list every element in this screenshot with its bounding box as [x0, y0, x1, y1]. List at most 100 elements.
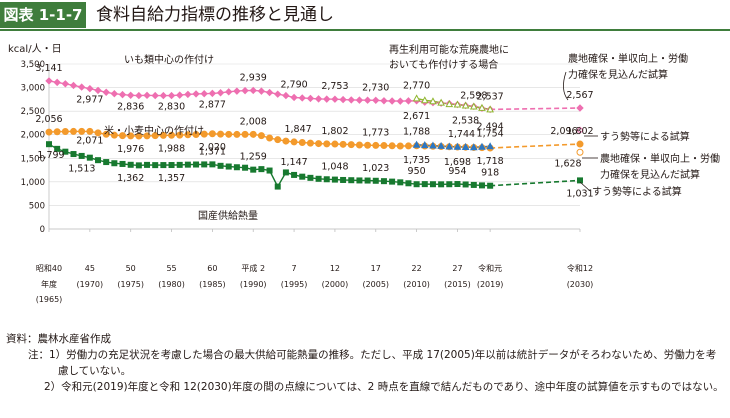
marker-circle [45, 128, 53, 136]
marker-square [397, 179, 404, 186]
data-label: 2,830 [158, 102, 185, 113]
data-label: 2,836 [117, 101, 144, 112]
x-tick-year: (1965) [36, 295, 63, 304]
anno-kouhai-2: おいても作付けする場合 [389, 58, 498, 71]
data-label: 2,598 [460, 91, 487, 102]
marker-square [168, 162, 175, 169]
marker-diamond [184, 90, 192, 99]
x-axis: 昭和40 年度 (1965) 45 (1970) 50 (1975) 55 (1980) 60 (1… [36, 228, 593, 304]
data-label: 2,020 [199, 142, 226, 153]
marker-circle [298, 138, 306, 146]
marker-circle [290, 138, 298, 146]
marker-diamond [282, 91, 290, 100]
note-2: 2）令和元(2019)年度と令和 12(2030)年度の間の点線については、2 … [44, 381, 724, 393]
y-tick-label: 0 [40, 225, 45, 235]
data-label: 2,877 [199, 99, 226, 110]
data-label: 2,538 [452, 115, 479, 126]
marker-circle [388, 142, 396, 150]
marker-circle [217, 130, 225, 138]
marker-diamond [151, 91, 159, 100]
data-label: 3,141 [35, 63, 62, 74]
marker-square [152, 162, 159, 169]
marker-diamond [323, 95, 331, 103]
marker-square [282, 169, 289, 176]
marker-diamond [167, 91, 176, 100]
data-label: 2,939 [240, 72, 267, 83]
figure-number-badge: 図表 1-1-7 [0, 2, 86, 28]
marker-square [478, 182, 485, 189]
marker-diamond [45, 77, 53, 85]
data-label: 1,357 [158, 173, 185, 184]
marker-diamond [576, 126, 584, 134]
marker-square [209, 161, 216, 168]
marker-circle [176, 131, 184, 139]
marker-square [462, 181, 469, 188]
data-label: 1,023 [362, 163, 389, 174]
marker-square [225, 163, 232, 170]
data-label: 1,788 [403, 127, 430, 138]
marker-circle [192, 130, 200, 138]
marker-square [250, 166, 257, 173]
marker-triangle [429, 97, 437, 105]
anno-right-sugu-1: すう勢等による試算 [600, 130, 690, 143]
marker-circle [315, 140, 323, 148]
x-tick-label: 55 [166, 264, 176, 273]
figure-title: 食料自給力指標の推移と見通し [96, 5, 334, 25]
marker-circle [274, 136, 282, 144]
marker-circle [127, 132, 135, 140]
marker-square [135, 162, 142, 169]
x-tick-label: 50 [126, 264, 136, 273]
marker-square [160, 162, 167, 169]
marker-diamond [77, 83, 86, 91]
data-label: 2,671 [403, 111, 430, 122]
data-labels: 3,141 2,977 2,836 2,830 2,877 2,939 2,790 2,753… [35, 63, 593, 199]
data-label: 1,513 [68, 164, 95, 175]
marker-triangle [429, 141, 437, 149]
marker-diamond [192, 90, 200, 98]
marker-square [201, 161, 208, 168]
marker-circle [404, 142, 412, 150]
x-tick-label: 27 [452, 264, 462, 273]
marker-circle [266, 134, 274, 142]
marker-circle [364, 141, 372, 149]
marker-square [46, 141, 52, 148]
marker-circle [200, 130, 208, 138]
data-label: 2,567 [566, 90, 593, 101]
data-label: 1,698 [444, 157, 471, 168]
marker-diamond [241, 86, 249, 95]
marker-diamond [216, 89, 225, 97]
marker-diamond [290, 93, 298, 102]
marker-square [413, 181, 420, 188]
marker-circle [102, 130, 110, 138]
marker-square [266, 167, 273, 174]
marker-diamond [233, 87, 241, 95]
x-tick-label: 17 [371, 264, 381, 273]
projection-lines [490, 107, 581, 187]
marker-square [380, 178, 387, 185]
x-tick-year: (2015) [444, 280, 471, 289]
anno-kome: 米・小麦中心の作付け [104, 124, 204, 137]
anno-right-mid-2: 力確保を見込んだ試算 [600, 168, 700, 181]
projection-line [490, 143, 581, 149]
marker-square [176, 161, 183, 168]
annotations: kcal/人・日 いも類中心の作付け 米・小麦中心の作付け 国産供給熱量 再生利… [8, 43, 720, 222]
x-tick-label: 昭和40 [36, 264, 62, 273]
data-label: 1,754 [477, 128, 504, 139]
data-label: 950 [408, 166, 426, 177]
x-tick-label: 60 [207, 264, 217, 273]
x-tick-year: (1980) [158, 280, 185, 289]
marker-square [315, 175, 322, 182]
data-label: 2,977 [76, 95, 103, 106]
x-tick-label: 令和元 [478, 263, 502, 273]
marker-square [184, 161, 191, 168]
data-label: 2,730 [362, 82, 389, 93]
marker-square [454, 181, 461, 188]
anno-kouhai-1: 再生利用可能な荒廃農地に [389, 43, 509, 56]
anno-right-top-2: 力確保を見込んだ試算 [568, 68, 668, 81]
marker-square [111, 160, 118, 167]
marker-square [62, 148, 69, 155]
y-tick-label: 2,500 [21, 107, 45, 117]
marker-circle [119, 132, 127, 140]
marker-diamond [53, 78, 61, 87]
marker-circle [61, 128, 69, 136]
